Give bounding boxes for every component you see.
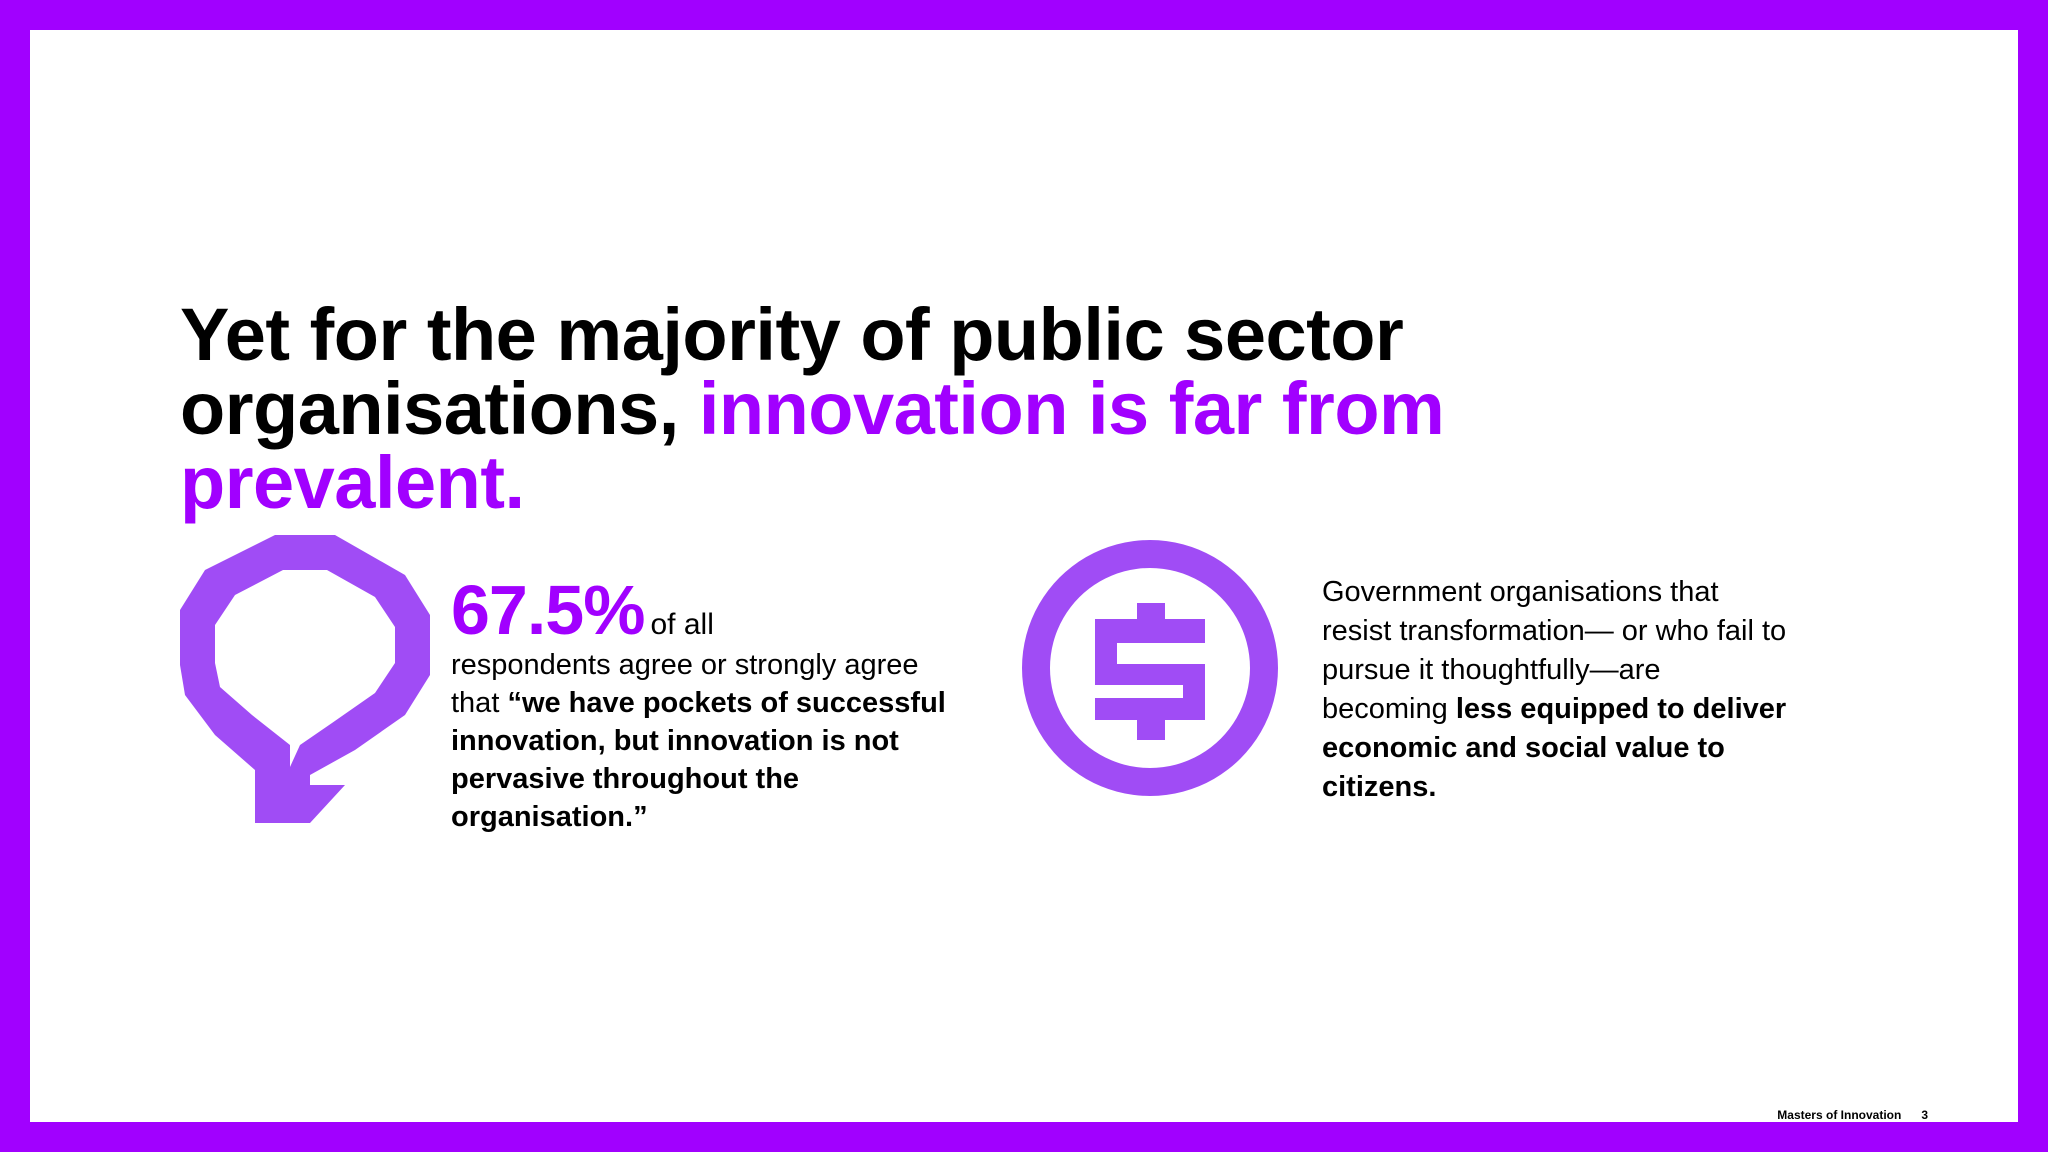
headline-line3-highlight: prevalent. (180, 441, 525, 524)
page-number: 3 (1921, 1108, 1928, 1122)
stat-tail: of all (650, 608, 714, 641)
headline-line1: Yet for the majority of public sector (180, 293, 1404, 376)
footer: Masters of Innovation 3 (1777, 1108, 1928, 1122)
stat-body-plain: respondents agree or strongly agree that (451, 649, 919, 719)
headline-line2-highlight: innovation is far from (698, 367, 1445, 450)
slide: Yet for the majority of public sector or… (30, 30, 2018, 1122)
headline-line2-plain: organisations, (180, 367, 699, 450)
stat-number: 67.5% (451, 571, 645, 649)
footer-title: Masters of Innovation (1777, 1108, 1902, 1122)
stat-body-quote: “we have pockets of successful innovatio… (451, 687, 946, 833)
stat-body: respondents agree or strongly agree that… (451, 646, 951, 836)
headline: Yet for the majority of public sector or… (180, 298, 1680, 520)
government-block: Government organisations that resist tra… (1322, 573, 1792, 807)
dollar-coin-icon (1022, 540, 1279, 796)
stat-block: 67.5% of all respondents agree or strongl… (451, 570, 951, 836)
lightbulb-icon (180, 535, 430, 823)
government-body-plain: Government organisations that resist tra… (1322, 576, 1787, 725)
government-body-bold: less equipped to deliver economic and so… (1322, 693, 1787, 803)
